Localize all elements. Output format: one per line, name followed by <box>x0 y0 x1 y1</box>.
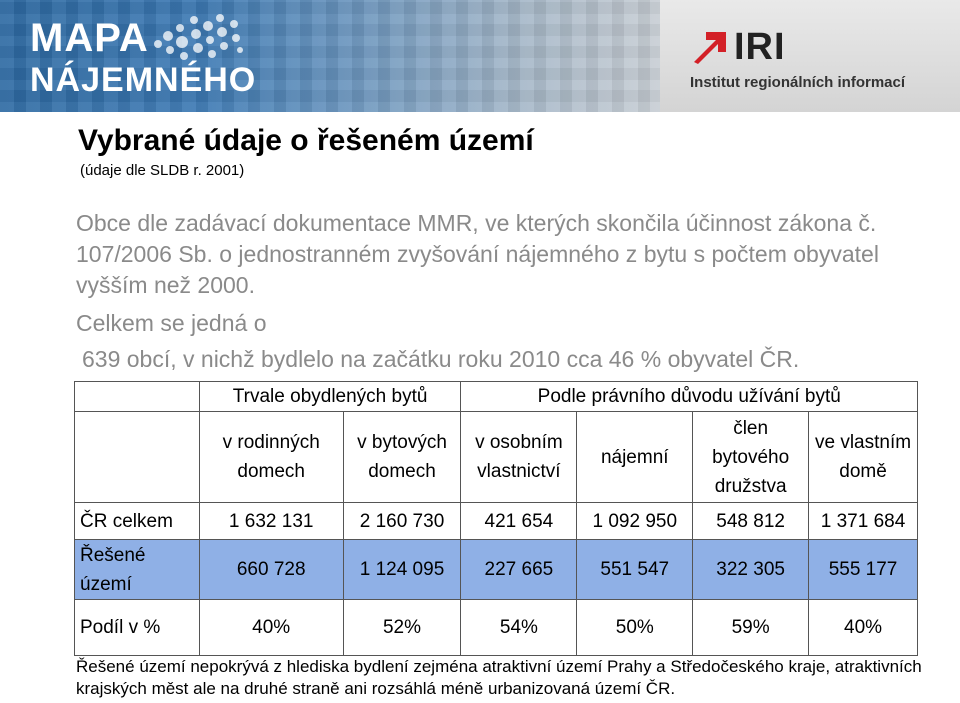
page-title: Vybrané údaje o řešeném území <box>78 124 534 157</box>
table-cell: 50% <box>576 599 694 656</box>
table-cell: 59% <box>692 599 810 656</box>
table-cell: 322 305 <box>692 539 810 600</box>
table-cell: 548 812 <box>692 502 810 540</box>
table-cell: 2 160 730 <box>342 502 462 540</box>
row-label: ČR celkem <box>74 502 200 540</box>
housing-data-table: Trvale obydlených bytů Podle právního dů… <box>74 381 918 656</box>
table-row-highlighted: Řešené území 660 728 1 124 095 227 665 5… <box>74 539 918 600</box>
logo-mapa-text: MAPA <box>30 16 149 60</box>
table-header-row: v rodinných domech v bytových domech v o… <box>74 411 918 503</box>
column-header: v bytových domech <box>342 411 462 503</box>
row-label: Řešené území <box>74 539 200 600</box>
logo-dots-icon <box>154 14 243 60</box>
table-cell: 421 654 <box>460 502 578 540</box>
table-row: Podíl v % 40% 52% 54% 50% 59% 40% <box>74 599 918 656</box>
table-cell: 40% <box>808 599 918 656</box>
column-header: v osobním vlastnictví <box>460 411 578 503</box>
table-corner-cell <box>74 381 200 412</box>
group-header-occupied: Trvale obydlených bytů <box>198 381 462 412</box>
table-cell: 227 665 <box>460 539 578 600</box>
logo-najemneho-text: NÁJEMNÉHO <box>30 61 257 99</box>
table-header-group-row: Trvale obydlených bytů Podle právního dů… <box>74 381 918 412</box>
table-cell: 1 632 131 <box>198 502 344 540</box>
footnote: Řešené území nepokrývá z hlediska bydlen… <box>76 657 922 698</box>
column-header: člen bytového družstva <box>692 411 810 503</box>
summary-text: 639 obcí, v nichž bydlelo na začátku rok… <box>82 346 800 372</box>
table-cell: 551 547 <box>576 539 694 600</box>
iri-arrow-icon <box>694 32 726 64</box>
column-header: nájemní <box>576 411 694 503</box>
table-cell: 54% <box>460 599 578 656</box>
header-banner: MAPA NÁJEMNÉHO IRI Institut regionálních… <box>0 0 960 112</box>
iri-subtitle: Institut regionálních informací <box>690 74 906 91</box>
table-cell: 1 124 095 <box>342 539 462 600</box>
page-subtitle: (údaje dle SLDB r. 2001) <box>80 162 245 179</box>
banner-city-background <box>0 0 660 112</box>
table-cell: 1 371 684 <box>808 502 918 540</box>
row-label: Podíl v % <box>74 599 200 656</box>
summary-lead: Celkem se jedná o <box>76 310 267 336</box>
column-header: ve vlastním domě <box>808 411 918 503</box>
group-header-legal-reason: Podle právního důvodu užívání bytů <box>460 381 918 412</box>
iri-logo-text: IRI <box>734 26 786 68</box>
table-cell: 40% <box>198 599 344 656</box>
column-header: v rodinných domech <box>198 411 344 503</box>
table-cell: 1 092 950 <box>576 502 694 540</box>
banner-iri-background <box>660 0 960 112</box>
table-row: ČR celkem 1 632 131 2 160 730 421 654 1 … <box>74 502 918 540</box>
intro-paragraph: Obce dle zadávací dokumentace MMR, ve kt… <box>76 210 879 298</box>
table-cell: 555 177 <box>808 539 918 600</box>
table-cell: 52% <box>342 599 462 656</box>
table-corner-cell <box>74 411 200 503</box>
table-cell: 660 728 <box>198 539 344 600</box>
